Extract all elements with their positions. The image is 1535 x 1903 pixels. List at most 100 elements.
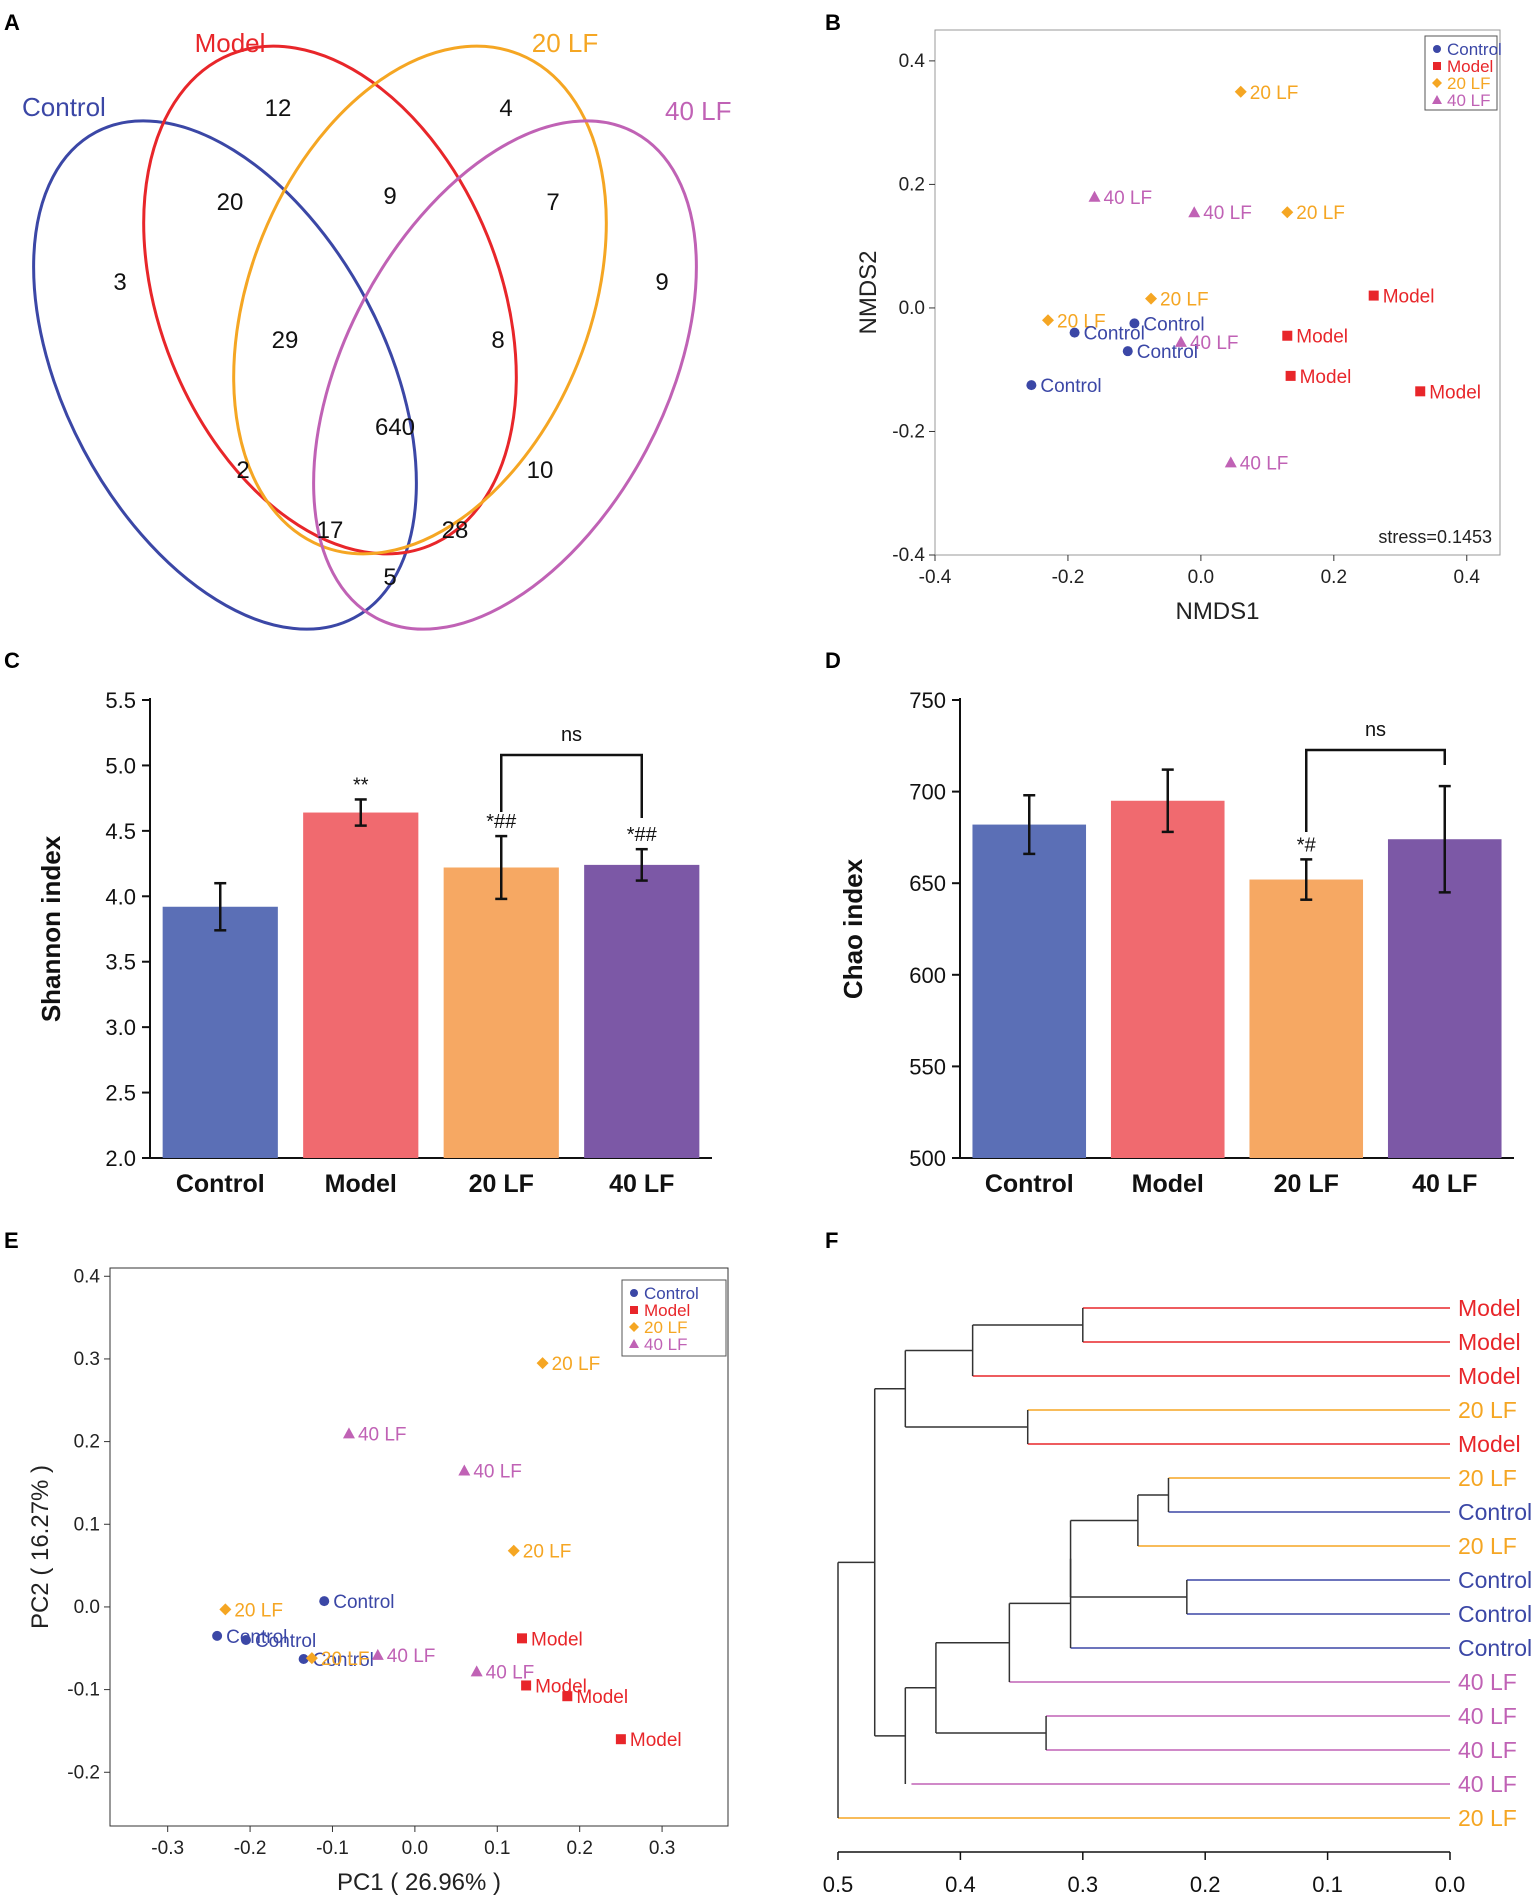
venn-count: 2 bbox=[236, 457, 249, 484]
x-tick-label: -0.3 bbox=[151, 1838, 184, 1859]
panel-label-b: B bbox=[825, 10, 841, 35]
leaf-label: 40 LF bbox=[1458, 1703, 1517, 1729]
x-tick-label: -0.1 bbox=[316, 1838, 349, 1859]
leaf-label: Model bbox=[1458, 1363, 1521, 1389]
legend-marker bbox=[629, 1322, 639, 1332]
bar bbox=[303, 812, 419, 1158]
scatter-point bbox=[1088, 190, 1101, 202]
y-tick-label: -0.2 bbox=[892, 421, 925, 442]
legend-marker bbox=[1432, 78, 1442, 88]
legend-marker bbox=[629, 1339, 639, 1348]
venn-count: 12 bbox=[265, 95, 292, 122]
x-tick-label: 0.0 bbox=[1188, 567, 1214, 588]
point-label: 40 LF bbox=[473, 1462, 522, 1483]
bar bbox=[162, 906, 278, 1158]
x-tick-label: -0.2 bbox=[234, 1838, 267, 1859]
scatter-point bbox=[1188, 206, 1201, 218]
category-label: Control bbox=[985, 1170, 1074, 1198]
venn-count: 28 bbox=[442, 517, 469, 544]
significance-label: *# bbox=[1297, 834, 1317, 856]
panel-label-d: D bbox=[825, 648, 841, 673]
venn-ellipse-model bbox=[142, 44, 518, 556]
scatter-point bbox=[521, 1680, 532, 1691]
chao-bar-chart: 500 550 600 650 700 750 Chao index Control Model… bbox=[838, 688, 1514, 1198]
venn-ellipse-control bbox=[32, 119, 418, 631]
point-label: Model bbox=[1296, 327, 1348, 348]
scatter-point bbox=[458, 1464, 471, 1476]
y-tick-label: -0.2 bbox=[67, 1762, 100, 1783]
legend-label: 20 LF bbox=[1447, 74, 1490, 93]
venn-set-label: 20 LF bbox=[532, 28, 599, 58]
leaf-label: Control bbox=[1458, 1601, 1532, 1627]
legend-marker bbox=[630, 1306, 638, 1314]
x-tick-label: 0.3 bbox=[649, 1838, 675, 1859]
leaf-label: Model bbox=[1458, 1295, 1521, 1321]
plot-frame bbox=[109, 1267, 729, 1827]
point-label: Control bbox=[1143, 314, 1204, 335]
y-tick-label: -0.4 bbox=[892, 545, 925, 566]
x-tick-label: 0.4 bbox=[1454, 567, 1481, 588]
category-label: 40 LF bbox=[609, 1170, 674, 1198]
category-label: Control bbox=[176, 1170, 265, 1198]
point-label: 20 LF bbox=[321, 1649, 370, 1670]
legend-label: Control bbox=[644, 1284, 699, 1303]
scatter-point bbox=[1224, 456, 1237, 468]
venn-count: 7 bbox=[546, 189, 559, 216]
panel-label-f: F bbox=[825, 1228, 838, 1253]
venn-ellipse-40lf bbox=[312, 119, 698, 631]
y-tick-label: 0.2 bbox=[899, 174, 925, 195]
scatter-point bbox=[536, 1357, 549, 1370]
y-tick-label: 4.5 bbox=[105, 819, 136, 844]
scatter-point bbox=[1026, 380, 1037, 391]
nmds-plot: -0.4 -0.2 0.0 0.2 0.4 -0.4 -0.2 0.0 0.2 0.4 NMDS1 N… bbox=[855, 29, 1502, 625]
category-label: Model bbox=[325, 1170, 397, 1198]
point-label: Model bbox=[1429, 382, 1481, 403]
point-label: 20 LF bbox=[523, 1542, 572, 1563]
scatter-point bbox=[371, 1648, 384, 1660]
scatter-point bbox=[305, 1652, 318, 1665]
y-axis-label: PC2 ( 16.27% ) bbox=[27, 1465, 54, 1629]
scatter-point bbox=[507, 1544, 520, 1557]
venn-count: 17 bbox=[317, 517, 344, 544]
venn-count: 4 bbox=[499, 95, 512, 122]
legend-label: 20 LF bbox=[644, 1318, 687, 1337]
y-tick-label: 0.4 bbox=[74, 1266, 101, 1287]
comparison-bracket bbox=[500, 753, 643, 818]
bar bbox=[972, 824, 1087, 1158]
venn-count: 3 bbox=[113, 269, 126, 296]
scatter-point bbox=[219, 1603, 232, 1616]
point-label: 40 LF bbox=[1190, 333, 1239, 354]
scatter-point bbox=[1174, 335, 1187, 347]
y-tick-label: -0.1 bbox=[67, 1680, 100, 1701]
point-label: 40 LF bbox=[1240, 453, 1289, 474]
x-tick-label: -0.4 bbox=[919, 567, 952, 588]
y-tick-label: 650 bbox=[909, 871, 946, 896]
point-label: 20 LF bbox=[1160, 290, 1209, 311]
y-tick-label: 750 bbox=[909, 688, 946, 713]
point-label: Control bbox=[1137, 342, 1198, 363]
y-tick-label: 600 bbox=[909, 963, 946, 988]
point-label: Model bbox=[630, 1730, 682, 1751]
venn-count: 10 bbox=[527, 457, 554, 484]
scatter-point bbox=[1129, 318, 1140, 329]
category-label: 20 LF bbox=[469, 1170, 534, 1198]
y-tick-label: 4.0 bbox=[105, 884, 136, 909]
leaf-label: 20 LF bbox=[1458, 1805, 1517, 1831]
x-tick-label: 0.5 bbox=[823, 1872, 854, 1897]
x-axis-label: PC1 ( 26.96% ) bbox=[337, 1869, 501, 1896]
point-label: Control bbox=[313, 1650, 374, 1671]
venn-count: 29 bbox=[272, 327, 299, 354]
bar bbox=[1249, 879, 1364, 1158]
point-label: Model bbox=[535, 1676, 587, 1697]
leaf-label: 20 LF bbox=[1458, 1397, 1517, 1423]
significance-label: *## bbox=[486, 811, 517, 833]
scatter-point bbox=[517, 1633, 527, 1644]
pca-plot: -0.3 -0.2 -0.1 0.0 0.1 0.2 0.3 -0.2 -0.1 0.0 0.1 0.… bbox=[27, 1266, 729, 1896]
panel-label-e: E bbox=[4, 1228, 19, 1253]
legend-label: Control bbox=[1447, 40, 1502, 59]
leaf-label: 40 LF bbox=[1458, 1737, 1517, 1763]
x-tick-label: 0.2 bbox=[1321, 567, 1347, 588]
legend-marker bbox=[1433, 45, 1441, 53]
x-tick-label: 0.0 bbox=[402, 1838, 428, 1859]
